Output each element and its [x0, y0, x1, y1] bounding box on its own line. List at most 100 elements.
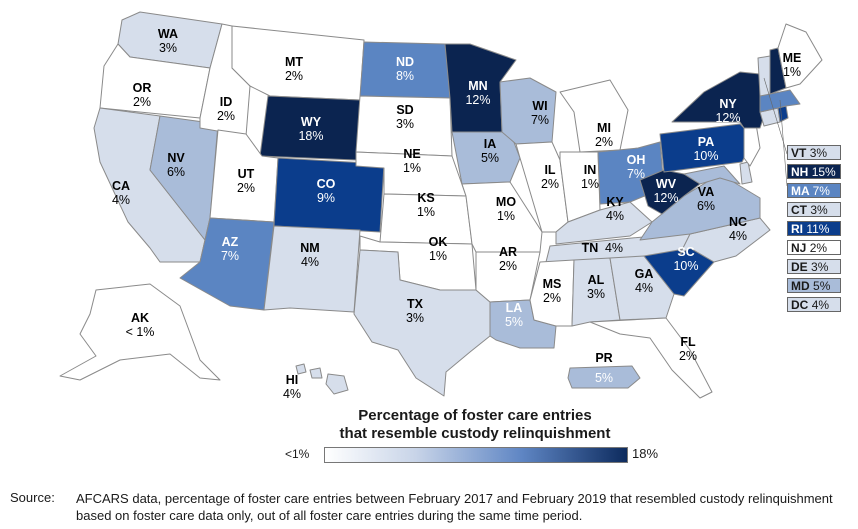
value-in: 1% [581, 177, 599, 191]
label-sd: SD [396, 103, 413, 117]
label-mn: MN [468, 79, 487, 93]
label-nm: NM [300, 241, 319, 255]
value-co: 9% [317, 191, 335, 205]
label-ak: AK [131, 311, 149, 325]
state-ky [555, 201, 653, 245]
value-tx: 3% [406, 311, 424, 325]
value-mo: 1% [497, 209, 515, 223]
label-wv: WV [656, 177, 677, 191]
label-tn: TN [582, 241, 599, 255]
state-md [683, 165, 741, 185]
value-ca: 4% [112, 193, 130, 207]
legend-gradient-bar [324, 447, 628, 463]
label-ms: MS [543, 277, 562, 291]
side-box-value: 11% [806, 222, 830, 236]
label-ga: GA [635, 267, 654, 281]
label-hi: HI [286, 373, 299, 387]
state-de [739, 161, 753, 185]
value-al: 3% [587, 287, 605, 301]
side-box-value: 3% [810, 203, 828, 217]
territory-pr [567, 365, 641, 389]
side-box-label: VT [791, 146, 807, 160]
value-ks: 1% [417, 205, 435, 219]
label-az: AZ [222, 235, 239, 249]
value-ok: 1% [429, 249, 447, 263]
label-mt: MT [285, 55, 303, 69]
value-nm: 4% [301, 255, 319, 269]
label-co: CO [317, 177, 336, 191]
side-box-value: 4% [811, 298, 830, 312]
legend-max-label: 18% [632, 446, 659, 461]
value-pr: 5% [595, 371, 613, 385]
state-co [273, 157, 385, 233]
state-ak [59, 283, 221, 381]
legend-title-line-1: Percentage of foster care entries [358, 407, 592, 424]
state-tx [353, 249, 491, 397]
label-al: AL [588, 273, 605, 287]
side-box-label: RI [791, 222, 803, 236]
label-id: ID [220, 95, 233, 109]
label-pa: PA [698, 135, 714, 149]
label-wy: WY [301, 115, 322, 129]
value-tn: 4% [605, 241, 623, 255]
state-vt [757, 55, 771, 97]
value-ga: 4% [635, 281, 653, 295]
side-box-value: 3% [809, 146, 828, 160]
value-ms: 2% [543, 291, 561, 305]
label-nd: ND [396, 55, 414, 69]
side-box-label: CT [791, 203, 807, 217]
label-ky: KY [606, 195, 624, 209]
label-tx: TX [407, 297, 424, 311]
label-ny: NY [719, 97, 737, 111]
value-az: 7% [221, 249, 239, 263]
side-box-de: DE 3% [787, 259, 841, 274]
value-wa: 3% [159, 41, 177, 55]
us-map: WA 3% OR 2% CA 4% NV 6% ID 2% MT 2% WY 1… [59, 11, 823, 400]
value-ky: 4% [606, 209, 624, 223]
label-ok: OK [429, 235, 448, 249]
value-sc: 10% [673, 259, 698, 273]
value-il: 2% [541, 177, 559, 191]
legend-min-label: <1% [285, 447, 310, 461]
side-box-value: 7% [812, 184, 830, 198]
side-box-ct: CT 3% [787, 202, 841, 217]
side-box-vt: VT 3% [787, 145, 841, 160]
state-va [639, 173, 761, 241]
value-ak: < 1% [126, 325, 155, 339]
label-pr: PR [595, 351, 612, 365]
state-hi-island-2 [309, 367, 323, 379]
value-pa: 10% [693, 149, 718, 163]
side-box-label: DC [791, 298, 809, 312]
side-box-value: 15% [811, 165, 836, 179]
state-fl [589, 317, 713, 399]
label-nv: NV [167, 151, 185, 165]
state-ri [777, 105, 789, 123]
label-la: LA [506, 301, 523, 315]
label-nc: NC [729, 215, 747, 229]
value-ia: 5% [481, 151, 499, 165]
value-mt: 2% [285, 69, 303, 83]
state-nm [263, 225, 361, 313]
side-box-nh: NH 15% [787, 164, 841, 179]
value-id: 2% [217, 109, 235, 123]
side-box-label: MD [791, 279, 810, 293]
value-or: 2% [133, 95, 151, 109]
leader-line-ma [779, 99, 788, 187]
value-mn: 12% [465, 93, 490, 107]
state-hi-island-3 [325, 373, 349, 395]
state-ia [451, 131, 521, 185]
side-box-value: 3% [811, 260, 829, 274]
state-nj [743, 123, 761, 167]
label-mi: MI [597, 121, 611, 135]
value-nv: 6% [167, 165, 185, 179]
side-box-label: NH [791, 165, 809, 179]
source-label: Source: [10, 490, 55, 505]
value-ar: 2% [499, 259, 517, 273]
value-wi: 7% [531, 113, 549, 127]
label-va: VA [698, 185, 714, 199]
value-me: 1% [783, 65, 801, 79]
label-ut: UT [238, 167, 255, 181]
side-box-ri: RI 11% [787, 221, 841, 236]
state-me [777, 23, 823, 89]
value-fl: 2% [679, 349, 697, 363]
